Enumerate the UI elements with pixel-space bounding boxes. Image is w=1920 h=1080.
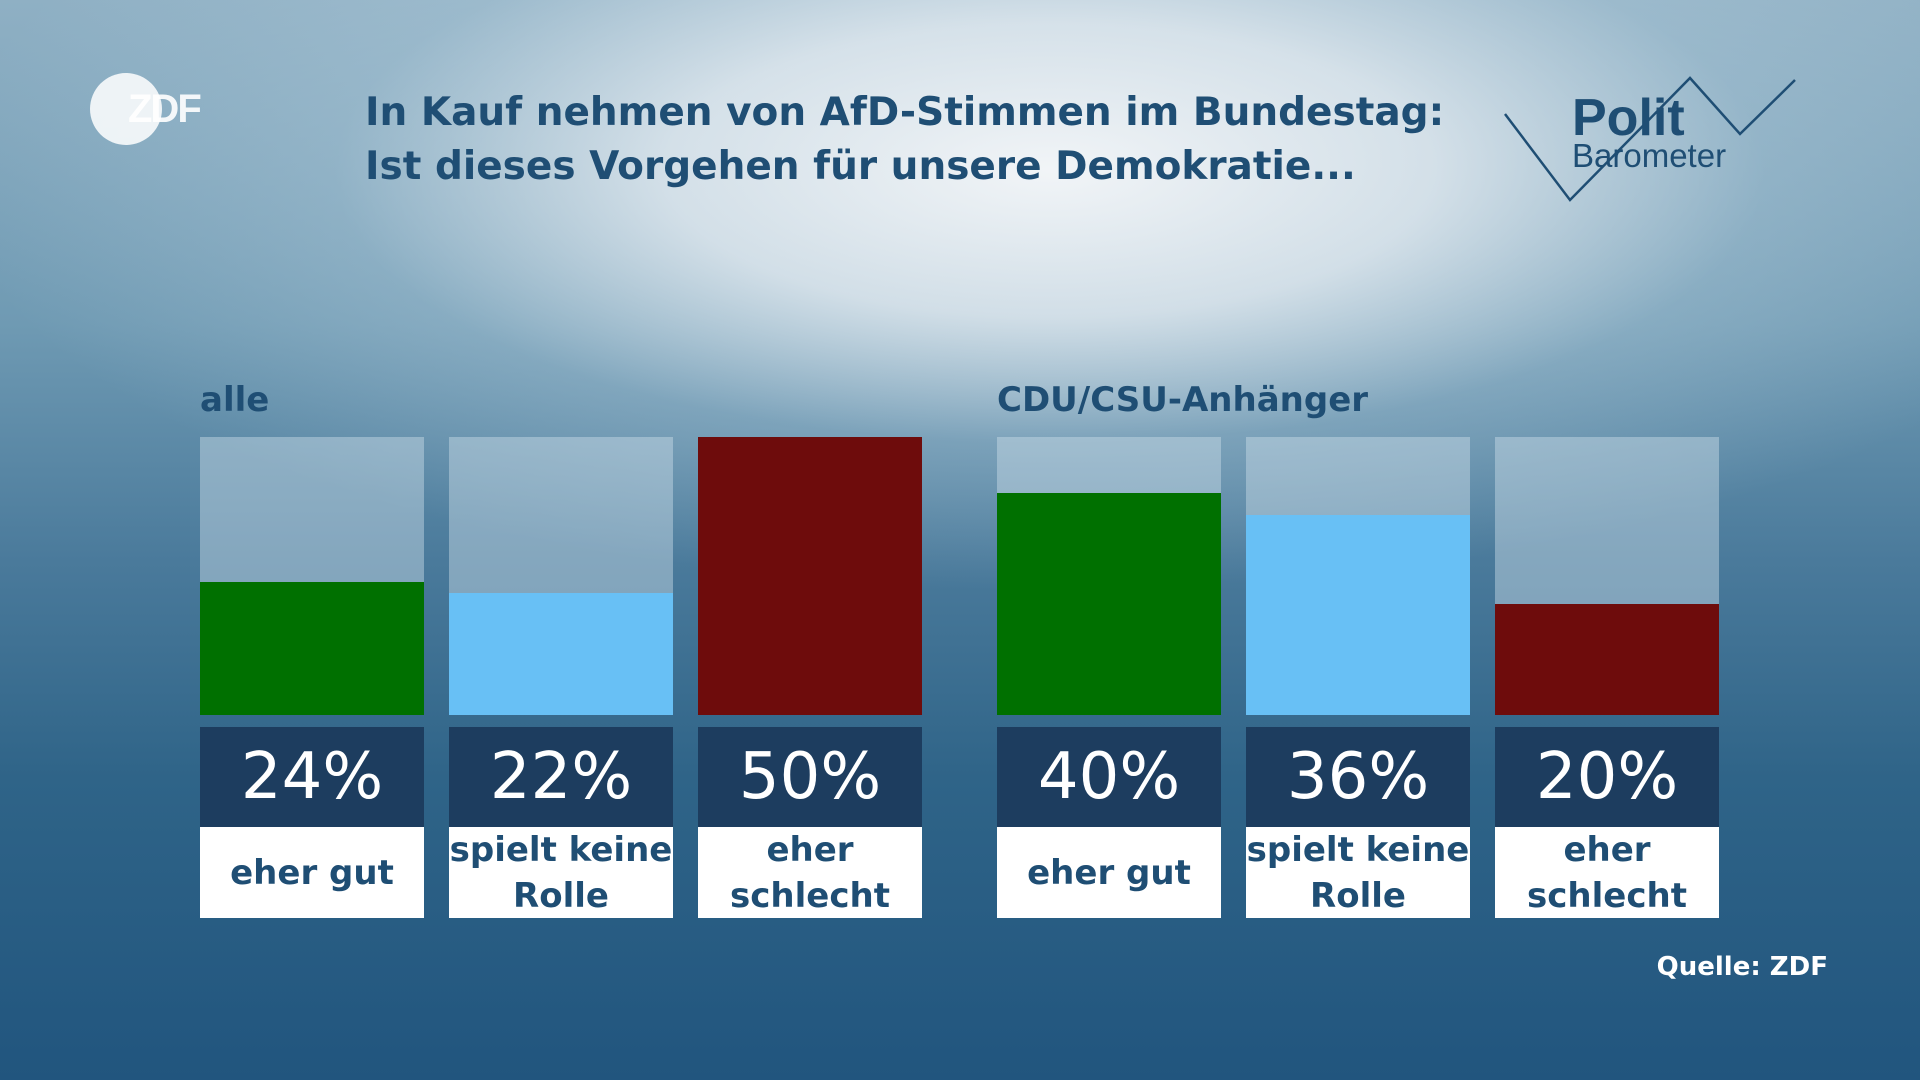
data-label: 20% xyxy=(1495,727,1719,827)
group-label: alle xyxy=(200,380,270,420)
data-label: 24% xyxy=(200,727,424,827)
bar xyxy=(997,493,1221,715)
politbarometer-logo: Polit Barometer xyxy=(1500,72,1800,207)
category-label: eher gut xyxy=(230,852,394,893)
bar xyxy=(449,593,673,715)
category-label: spielt keine Rolle xyxy=(1246,829,1470,916)
politbarometer-subtitle: Barometer xyxy=(1572,137,1727,174)
bar xyxy=(698,437,922,715)
bar xyxy=(200,582,424,715)
zdf-logo-circle xyxy=(90,73,162,145)
category-label: eher schlecht xyxy=(730,829,890,916)
bar xyxy=(1246,515,1470,715)
category-label-box: spielt keine Rolle xyxy=(449,827,673,918)
data-label: 50% xyxy=(698,727,922,827)
category-label-box: eher schlecht xyxy=(1495,827,1719,918)
category-label-box: eher gut xyxy=(200,827,424,918)
chart-title: In Kauf nehmen von AfD-Stimmen im Bundes… xyxy=(365,90,1445,135)
category-label: eher schlecht xyxy=(1527,829,1687,916)
zdf-logo-text: ZDF xyxy=(128,87,202,131)
politbarometer-title: Polit xyxy=(1572,89,1685,147)
chart-title-block: In Kauf nehmen von AfD-Stimmen im Bundes… xyxy=(365,86,1465,194)
bar xyxy=(1495,604,1719,715)
data-label: 40% xyxy=(997,727,1221,827)
chart-subtitle: Ist dieses Vorgehen für unsere Demokrati… xyxy=(365,144,1356,189)
group-label: CDU/CSU-Anhänger xyxy=(997,380,1369,420)
data-label: 22% xyxy=(449,727,673,827)
source-note: Quelle: ZDF xyxy=(1656,952,1828,982)
category-label-box: spielt keine Rolle xyxy=(1246,827,1470,918)
category-label: eher gut xyxy=(1027,852,1191,893)
category-label-box: eher gut xyxy=(997,827,1221,918)
category-label: spielt keine Rolle xyxy=(449,829,673,916)
zdf-logo: ZDF xyxy=(90,73,225,145)
data-label: 36% xyxy=(1246,727,1470,827)
category-label-box: eher schlecht xyxy=(698,827,922,918)
politbarometer-zigzag-icon xyxy=(1504,76,1796,202)
